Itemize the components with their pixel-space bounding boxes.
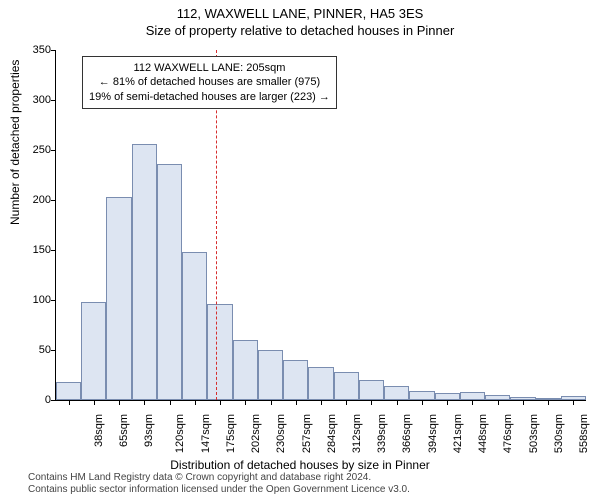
histogram-bar	[359, 380, 384, 400]
x-tick-label: 366sqm	[402, 414, 414, 453]
x-tick-mark	[422, 400, 423, 405]
y-tick-label: 350	[33, 44, 51, 56]
y-tick-mark	[51, 300, 56, 301]
x-tick-label: 38sqm	[93, 414, 105, 447]
x-tick-label: 65sqm	[118, 414, 130, 447]
x-tick-mark	[245, 400, 246, 405]
y-tick-label: 50	[39, 344, 51, 356]
x-tick-label: 558sqm	[578, 414, 590, 453]
x-tick-label: 230sqm	[275, 414, 287, 453]
x-tick-label: 120sqm	[174, 414, 186, 453]
y-tick-label: 150	[33, 244, 51, 256]
histogram-bar	[409, 391, 434, 400]
x-axis-label: Distribution of detached houses by size …	[0, 458, 600, 472]
annotation-box: 112 WAXWELL LANE: 205sqm← 81% of detache…	[82, 56, 337, 109]
x-tick-label: 476sqm	[503, 414, 515, 453]
x-tick-mark	[321, 400, 322, 405]
histogram-bar	[233, 340, 258, 400]
chart-container: 05010015020025030035038sqm65sqm93sqm120s…	[55, 50, 585, 400]
y-tick-mark	[51, 200, 56, 201]
x-tick-mark	[220, 400, 221, 405]
x-tick-label: 530sqm	[553, 414, 565, 453]
x-tick-mark	[548, 400, 549, 405]
plot-area: 05010015020025030035038sqm65sqm93sqm120s…	[55, 50, 586, 401]
x-tick-label: 448sqm	[477, 414, 489, 453]
x-tick-label: 202sqm	[250, 414, 262, 453]
annotation-line: 112 WAXWELL LANE: 205sqm	[89, 61, 330, 75]
histogram-bar	[435, 393, 460, 400]
x-tick-mark	[523, 400, 524, 405]
x-tick-mark	[498, 400, 499, 405]
histogram-bar	[56, 382, 81, 400]
y-tick-label: 200	[33, 194, 51, 206]
x-tick-mark	[472, 400, 473, 405]
annotation-line: ← 81% of detached houses are smaller (97…	[89, 75, 330, 89]
y-tick-mark	[51, 150, 56, 151]
x-tick-mark	[296, 400, 297, 405]
histogram-bar	[258, 350, 283, 400]
x-tick-mark	[195, 400, 196, 405]
histogram-bar	[460, 392, 485, 400]
x-tick-mark	[573, 400, 574, 405]
histogram-bar	[106, 197, 131, 400]
x-tick-label: 147sqm	[200, 414, 212, 453]
y-axis-label: Number of detached properties	[8, 60, 22, 225]
credit-line: Contains HM Land Registry data © Crown c…	[28, 472, 410, 484]
x-tick-mark	[371, 400, 372, 405]
x-tick-label: 421sqm	[452, 414, 464, 453]
x-tick-mark	[119, 400, 120, 405]
x-tick-label: 175sqm	[225, 414, 237, 453]
histogram-bar	[334, 372, 359, 400]
chart-title-main: 112, WAXWELL LANE, PINNER, HA5 3ES	[0, 0, 600, 21]
y-tick-mark	[51, 50, 56, 51]
histogram-bar	[132, 144, 157, 400]
y-tick-mark	[51, 100, 56, 101]
histogram-bar	[157, 164, 182, 400]
x-tick-label: 93sqm	[143, 414, 155, 447]
credit-line: Contains public sector information licen…	[28, 484, 410, 496]
x-tick-mark	[69, 400, 70, 405]
x-tick-label: 339sqm	[376, 414, 388, 453]
histogram-bar	[182, 252, 207, 400]
histogram-bar	[283, 360, 308, 400]
chart-title-sub: Size of property relative to detached ho…	[0, 21, 600, 38]
y-tick-mark	[51, 250, 56, 251]
credit-text: Contains HM Land Registry data © Crown c…	[28, 472, 410, 496]
x-tick-mark	[94, 400, 95, 405]
y-tick-label: 250	[33, 144, 51, 156]
histogram-bar	[81, 302, 106, 400]
x-tick-mark	[447, 400, 448, 405]
histogram-bar	[207, 304, 232, 400]
y-tick-mark	[51, 350, 56, 351]
x-tick-mark	[346, 400, 347, 405]
y-tick-label: 100	[33, 294, 51, 306]
x-tick-mark	[170, 400, 171, 405]
x-tick-label: 257sqm	[301, 414, 313, 453]
x-tick-mark	[144, 400, 145, 405]
y-tick-mark	[51, 400, 56, 401]
x-tick-label: 312sqm	[351, 414, 363, 453]
x-tick-mark	[271, 400, 272, 405]
x-tick-mark	[397, 400, 398, 405]
x-tick-label: 503sqm	[528, 414, 540, 453]
y-tick-label: 300	[33, 94, 51, 106]
x-tick-label: 284sqm	[326, 414, 338, 453]
histogram-bar	[308, 367, 333, 400]
annotation-line: 19% of semi-detached houses are larger (…	[89, 90, 330, 104]
x-tick-label: 394sqm	[427, 414, 439, 453]
histogram-bar	[384, 386, 409, 400]
